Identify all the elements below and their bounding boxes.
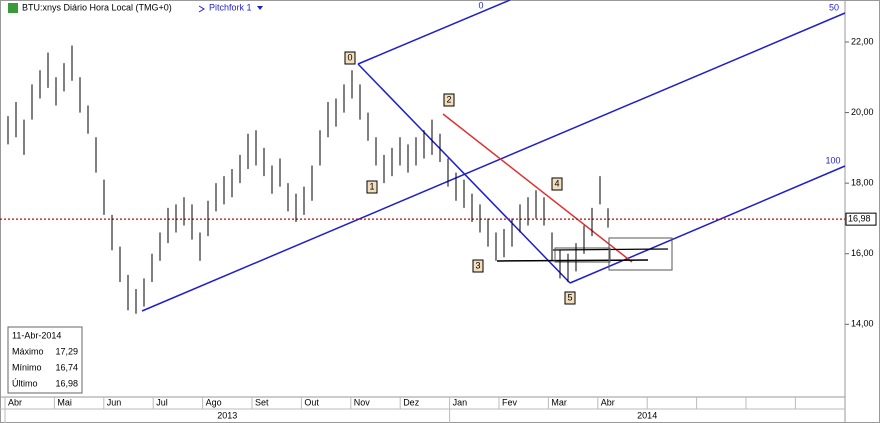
x-tick-label: Out (304, 397, 319, 407)
y-tick-label: 14,00 (851, 319, 874, 329)
pitchfork-line (569, 165, 846, 284)
point-marker-label: 3 (475, 260, 480, 270)
info-date: 11-Abr-2014 (12, 330, 61, 340)
trend-line (442, 113, 633, 263)
chart-title: BTU:xnys Diário Hora Local (TMG+0) (22, 2, 172, 12)
x-tick-label: Nov (354, 397, 371, 407)
symbol-icon (8, 3, 18, 13)
info-value: 16,74 (55, 362, 78, 372)
pitchfork-label: 100 (825, 155, 840, 165)
point-marker-label: 4 (554, 178, 559, 188)
pitchfork-line (141, 12, 846, 312)
x-tick-label: Mai (57, 397, 72, 407)
x-tick-label: Jul (156, 397, 168, 407)
year-label: 2013 (217, 410, 237, 420)
info-value: 17,29 (55, 346, 78, 356)
x-tick-label: Jun (107, 397, 122, 407)
point-marker-label: 0 (347, 52, 352, 62)
point-marker (366, 180, 378, 194)
pitchfork (141, 0, 846, 312)
y-tick-label: 16,00 (851, 248, 874, 258)
dropdown-arrow[interactable] (257, 6, 263, 10)
horizontal-line (496, 259, 649, 262)
study-name[interactable]: Pitchfork 1 (209, 2, 252, 12)
point-marker-label: 1 (369, 181, 374, 191)
pitchfork-label: 50 (829, 2, 839, 12)
point-marker-label: 5 (567, 292, 572, 302)
x-tick-label: Fev (502, 397, 518, 407)
point-marker (564, 291, 576, 305)
y-tick-label: 20,00 (851, 107, 874, 117)
point-marker-label: 2 (446, 94, 451, 104)
info-panel (7, 326, 83, 394)
info-value: 16,98 (55, 378, 78, 388)
last-price-box (845, 212, 877, 226)
info-label: Mínimo (12, 362, 42, 372)
x-tick-label: Ago (206, 397, 222, 407)
x-tick-label: Dez (403, 397, 420, 407)
x-tick-label: Set (255, 397, 269, 407)
y-tick-label: 22,00 (851, 36, 874, 46)
point-marker (443, 93, 455, 107)
year-label: 2014 (637, 410, 657, 420)
x-tick-label: Mar (551, 397, 567, 407)
x-tick-label: Abr (601, 397, 615, 407)
zone-box (554, 247, 611, 263)
zone-box (608, 237, 673, 271)
pitchfork-label: 0 (478, 0, 483, 10)
point-marker (551, 177, 563, 191)
info-label: Máximo (12, 346, 44, 356)
x-tick-label: Abr (8, 397, 22, 407)
pitchfork-line (357, 0, 511, 65)
point-marker (344, 51, 356, 65)
last-price-label: 16,98 (848, 214, 871, 224)
x-tick-label: Jan (453, 397, 468, 407)
info-label: Último (12, 378, 38, 388)
study-icon (198, 5, 205, 13)
point-marker (472, 259, 484, 273)
pitchfork-line (357, 63, 571, 284)
y-tick-label: 18,00 (851, 178, 874, 188)
